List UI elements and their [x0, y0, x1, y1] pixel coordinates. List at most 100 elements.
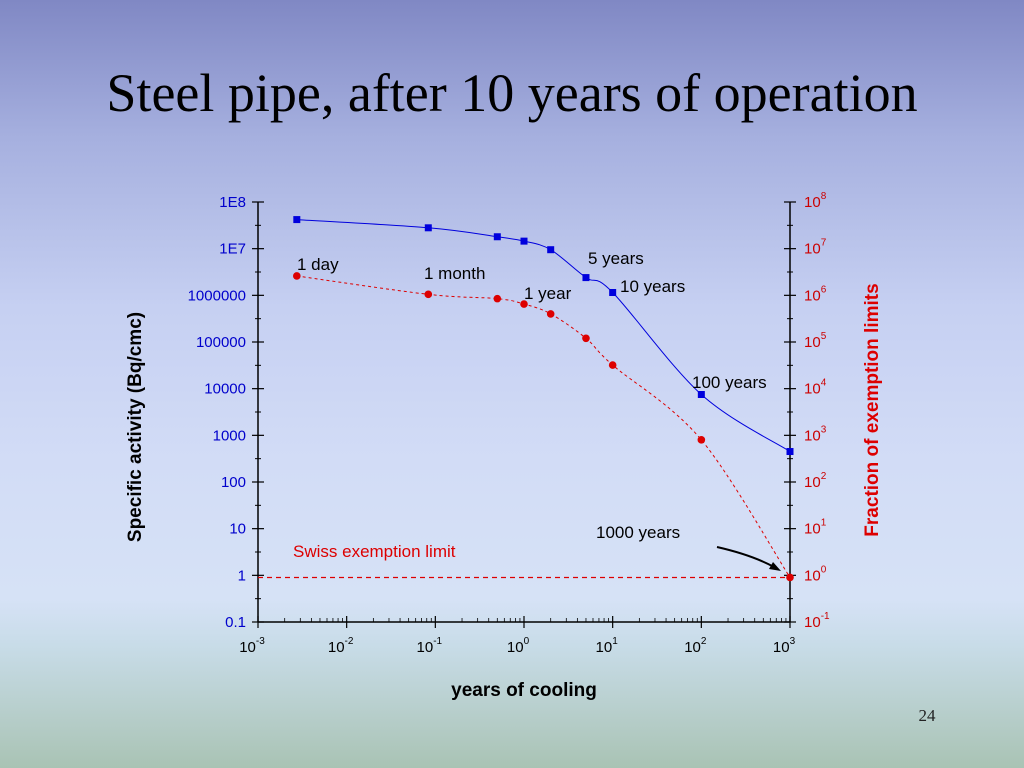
exemption-fraction-point	[424, 290, 433, 299]
specific-activity-point	[609, 289, 617, 297]
y-left-tick-label: 1000	[213, 427, 246, 444]
tick-exponent: 0	[524, 636, 530, 647]
y-left-tick-label: 1E8	[219, 194, 246, 211]
tick-exponent: 2	[701, 636, 707, 647]
specific-activity-line	[296, 219, 791, 452]
specific-activity-point	[424, 224, 432, 232]
y-left-tick-label: 100000	[196, 334, 246, 351]
specific-activity-point	[786, 448, 794, 456]
exemption-fraction-point	[608, 361, 617, 369]
specific-activity-point	[547, 246, 555, 254]
y-left-tick-label: 10000	[204, 381, 246, 398]
annotation-arrow-line	[716, 546, 775, 568]
y-left-tick-label: 10	[229, 521, 246, 538]
y-left-tick-label: 100	[221, 474, 246, 491]
x-tick-label: 10-3	[239, 636, 265, 656]
y-left-axis-title: Specific activity (Bq/cmc)	[125, 312, 146, 542]
y-right-tick-label: 103	[804, 424, 827, 444]
tick-base: 10	[804, 241, 821, 258]
series	[293, 216, 794, 582]
tick-base: 10	[804, 334, 821, 351]
tick-exponent: -1	[433, 636, 442, 647]
x-tick-label: 10-1	[417, 636, 443, 656]
tick-exponent: 1	[821, 518, 827, 529]
annotation-1-year: 1 year	[524, 284, 572, 303]
tick-exponent: 4	[821, 378, 827, 389]
tick-exponent: -1	[821, 611, 830, 622]
annotation-1000-years: 1000 years	[596, 523, 680, 542]
y-right-tick-label: 106	[804, 284, 827, 304]
tick-base: 10	[804, 614, 821, 631]
tick-exponent: 3	[821, 424, 827, 435]
annotation-100-years: 100 years	[692, 373, 767, 392]
x-tick-label: 100	[507, 636, 530, 656]
tick-base: 10	[239, 639, 256, 656]
annotation-5-years: 5 years	[588, 249, 644, 268]
exemption-limit-label: Swiss exemption limit	[293, 542, 456, 561]
tick-exponent: 7	[821, 238, 827, 249]
x-tick-label: 10-2	[328, 636, 354, 656]
tick-exponent: -2	[345, 636, 354, 647]
y-right-tick-label: 108	[804, 191, 827, 211]
exemption-fraction-point	[786, 573, 794, 582]
tick-base: 10	[804, 474, 821, 491]
specific-activity-point	[520, 237, 528, 245]
annotations: 1 day 1 month 1 year 5 years 10 years 100 yea…	[297, 249, 781, 571]
tick-exponent: 1	[612, 636, 618, 647]
y-left-tick-label: 1000000	[188, 287, 246, 304]
tick-base: 10	[773, 639, 790, 656]
annotation-1-day: 1 day	[297, 255, 339, 274]
exemption-fraction-point	[520, 300, 528, 308]
specific-activity-point	[493, 233, 501, 241]
y-left-tick-label: 0.1	[225, 614, 246, 631]
y-right-tick-label: 10-1	[804, 611, 830, 631]
y-left-tick-label: 1	[238, 567, 246, 584]
annotation-10-years: 10 years	[620, 277, 685, 296]
slide-title: Steel pipe, after 10 years of operation	[106, 63, 918, 123]
tick-base: 10	[804, 567, 821, 584]
x-tick-label: 102	[684, 636, 707, 656]
tick-base: 10	[804, 287, 821, 304]
exemption-limit-line: Swiss exemption limit	[258, 542, 790, 579]
specific-activity-point	[697, 390, 705, 398]
y-right-tick-label: 104	[804, 378, 827, 398]
tick-base: 10	[804, 521, 821, 538]
y-right-tick-label: 107	[804, 238, 827, 258]
specific-activity-point	[582, 274, 590, 282]
y-right-tick-label: 105	[804, 331, 827, 351]
y-right-tick-label: 101	[804, 518, 827, 538]
tick-base: 10	[417, 639, 434, 656]
y-right-tick-label: 100	[804, 564, 827, 584]
tick-exponent: 6	[821, 284, 827, 295]
x-axis-title: years of cooling	[451, 680, 597, 701]
tick-base: 10	[328, 639, 345, 656]
tick-base: 10	[596, 639, 613, 656]
exemption-fraction-point	[546, 310, 555, 318]
exemption-fraction-line	[296, 275, 791, 578]
tick-exponent: 2	[821, 471, 827, 482]
tick-exponent: 3	[790, 636, 796, 647]
y-left-tick-label: 1E7	[219, 241, 246, 258]
x-tick-label: 101	[596, 636, 619, 656]
exemption-fraction-point	[582, 334, 590, 343]
exemption-fraction-point	[697, 436, 706, 444]
annotation-arrow-head	[769, 562, 781, 571]
specific-activity-point	[293, 216, 301, 224]
annotation-1-month: 1 month	[424, 264, 485, 283]
tick-exponent: 8	[821, 191, 827, 202]
tick-base: 10	[804, 381, 821, 398]
y-right-tick-label: 102	[804, 471, 827, 491]
tick-exponent: 0	[821, 564, 827, 575]
tick-base: 10	[684, 639, 701, 656]
axes: 0.111010010001000010000010000001E71E810-…	[125, 191, 883, 701]
tick-exponent: 5	[821, 331, 827, 342]
tick-exponent: -3	[256, 636, 265, 647]
slide-number: 24	[918, 706, 936, 725]
tick-base: 10	[804, 427, 821, 444]
exemption-fraction-point	[493, 294, 502, 303]
tick-base: 10	[804, 194, 821, 211]
x-tick-label: 103	[773, 636, 796, 656]
y-right-axis-title: Fraction of exemption limits	[862, 283, 883, 536]
exemption-fraction-point	[293, 272, 301, 280]
